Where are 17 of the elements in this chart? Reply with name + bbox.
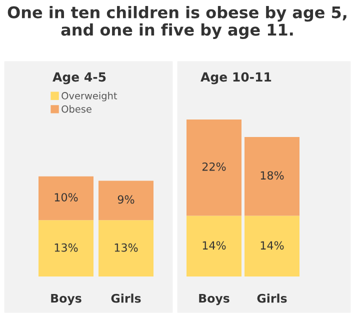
data-label: 14% (202, 241, 226, 250)
text: One in ten children is obese by age 5, and one in five by age 11. (8, 6, 346, 39)
x-tick-label: Girls (257, 294, 287, 303)
legend-label: Obese (62, 105, 92, 113)
x-tick-label: Boys (51, 294, 82, 306)
data-label: 9% (118, 195, 134, 204)
x-tick-label: Boys (199, 294, 230, 306)
chart-title: Age 10-11 (200, 72, 272, 84)
legend-label: Overweight (62, 92, 118, 102)
chart-title: Age 4-5 (52, 72, 106, 84)
data-label: 13% (54, 243, 78, 252)
x-tick-label: Girls (111, 294, 141, 303)
data-label: 18% (260, 171, 284, 180)
data-label: 10% (54, 193, 78, 202)
data-label: 14% (260, 241, 284, 250)
data-label: 22% (202, 162, 226, 171)
data-label: 13% (114, 243, 138, 252)
